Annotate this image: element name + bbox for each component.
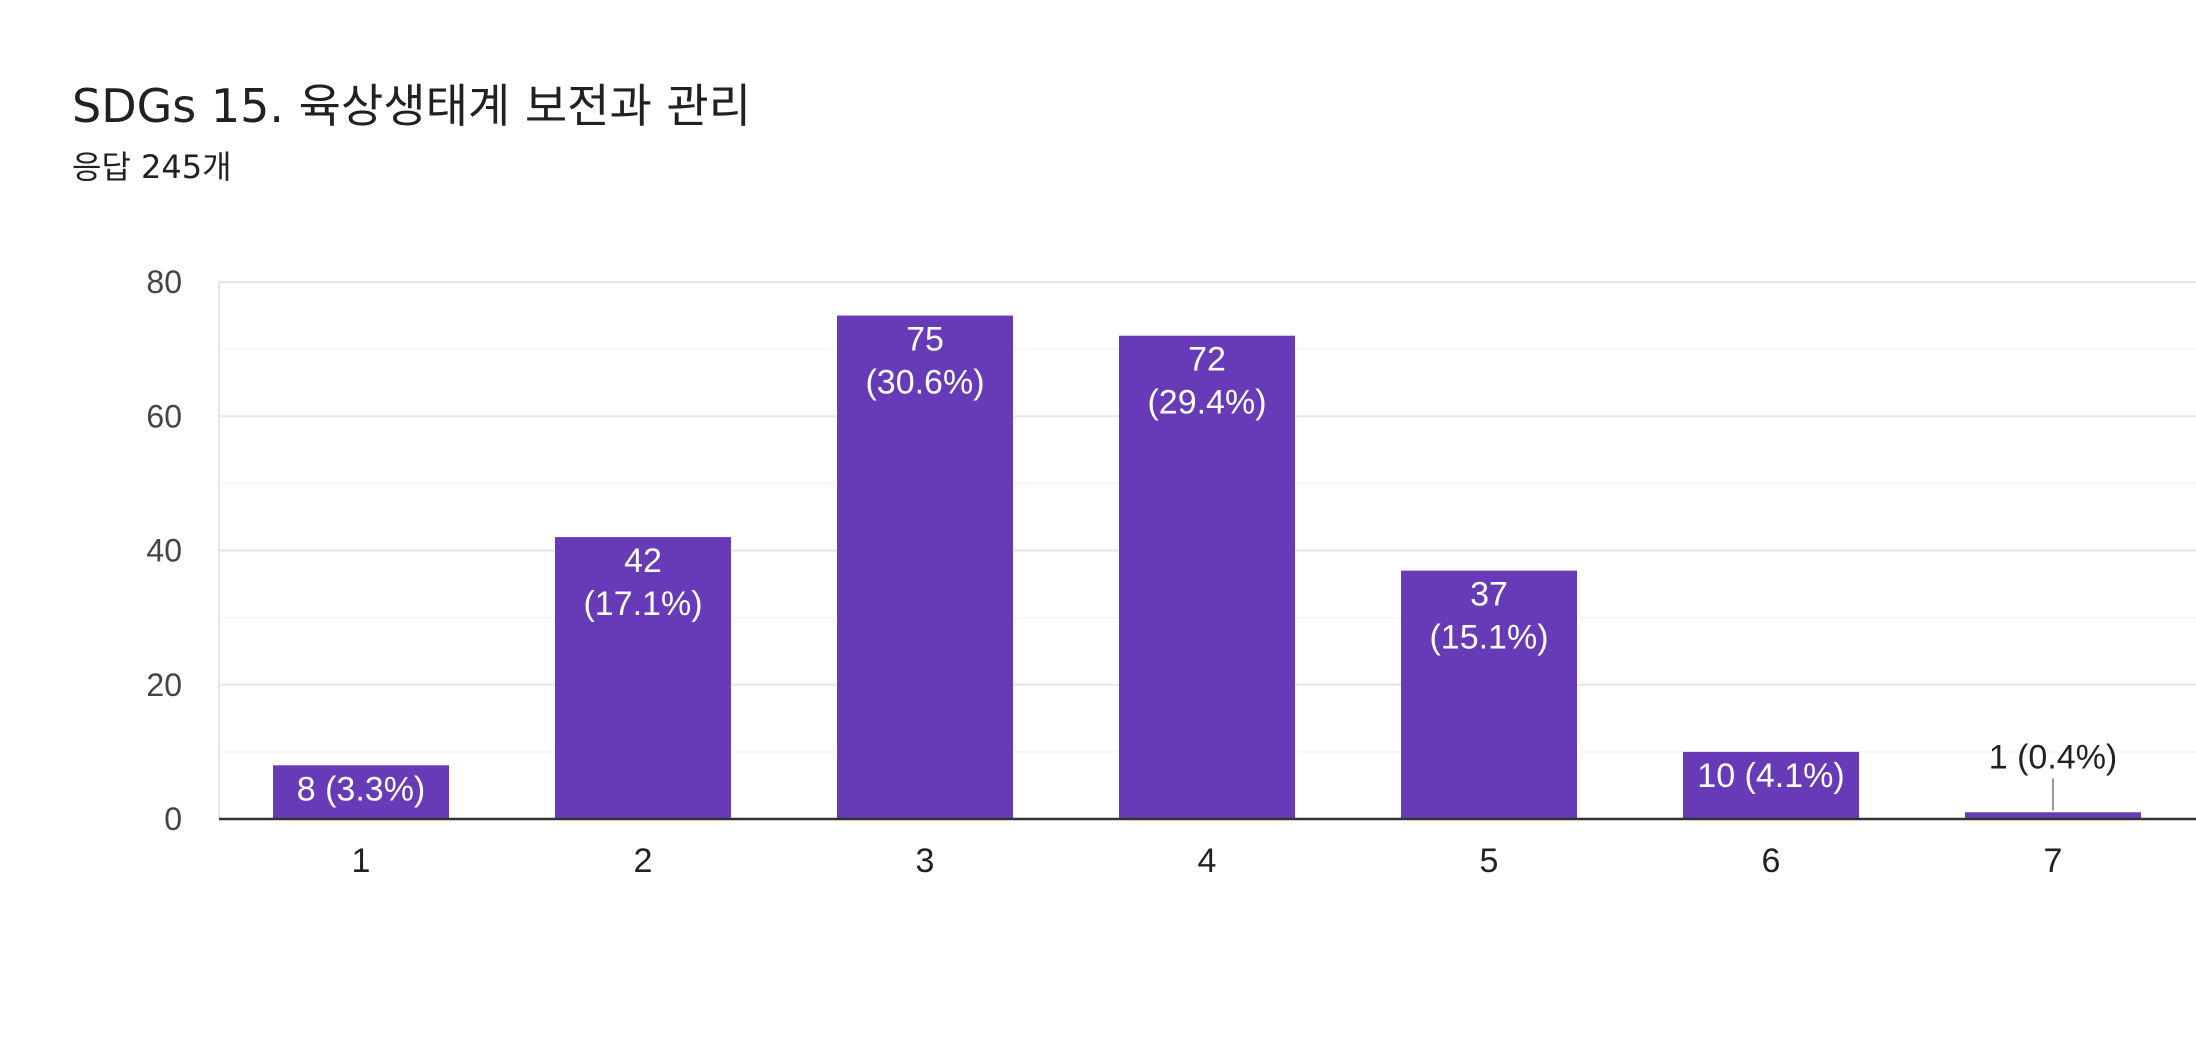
x-tick-label: 3 bbox=[916, 842, 935, 880]
y-tick-label: 0 bbox=[164, 801, 182, 837]
data-label: 8 (3.3%) bbox=[297, 770, 426, 808]
response-count: 응답 245개 bbox=[72, 148, 232, 186]
data-label: 72 (29.4%) bbox=[1147, 341, 1266, 422]
bar bbox=[273, 765, 449, 819]
data-label: 1 (0.4%) bbox=[1989, 738, 2118, 776]
x-tick-label: 7 bbox=[2044, 842, 2063, 880]
y-tick-label: 20 bbox=[146, 667, 182, 703]
bar bbox=[1965, 812, 2141, 819]
data-label: 37 (15.1%) bbox=[1429, 576, 1548, 657]
bar bbox=[1119, 335, 1295, 819]
data-label: 10 (4.1%) bbox=[1697, 757, 1844, 795]
x-tick-label: 5 bbox=[1480, 842, 1499, 880]
bar bbox=[1683, 751, 1859, 819]
bar bbox=[1401, 570, 1577, 819]
bar bbox=[837, 315, 1013, 819]
x-tick-label: 6 bbox=[1762, 842, 1781, 880]
x-tick-label: 1 bbox=[352, 842, 371, 880]
x-tick-label: 4 bbox=[1198, 842, 1217, 880]
y-tick-label: 80 bbox=[146, 264, 182, 300]
y-tick-label: 60 bbox=[146, 398, 182, 434]
x-tick-label: 2 bbox=[634, 842, 653, 880]
chart-title: SDGs 15. 육상생태계 보전과 관리 bbox=[72, 79, 752, 133]
data-label: 42 (17.1%) bbox=[583, 542, 702, 623]
y-tick-label: 40 bbox=[146, 533, 182, 569]
bar bbox=[555, 537, 731, 819]
data-label: 75 (30.6%) bbox=[865, 321, 984, 402]
